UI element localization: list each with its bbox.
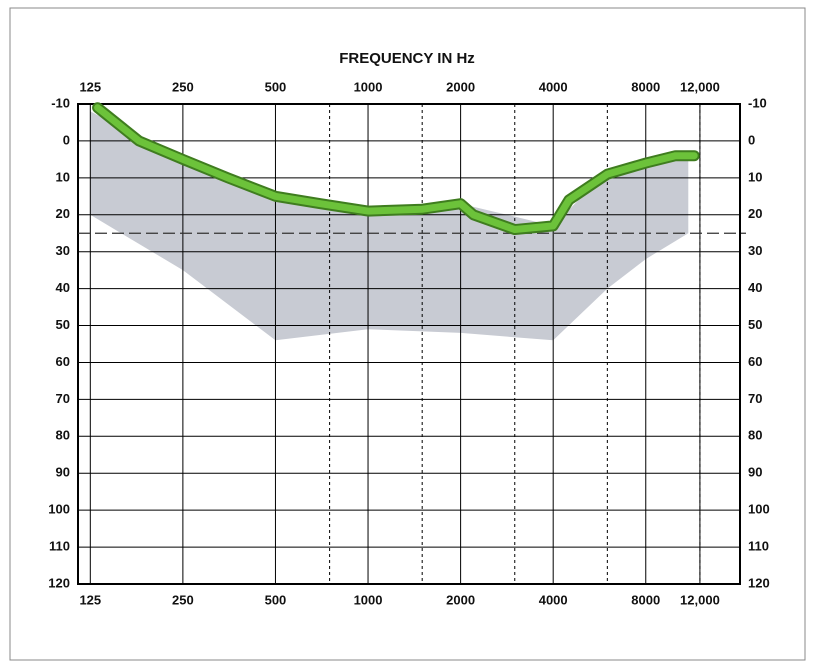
y-tick-label: 110 — [49, 539, 70, 554]
y2-tick-label: 100 — [748, 502, 770, 517]
x-tick-label: 12,000 — [680, 592, 720, 607]
x-tick-label: 8000 — [631, 79, 660, 94]
y2-tick-label: 40 — [748, 280, 762, 295]
x-tick-label: 1000 — [354, 592, 383, 607]
x-tick-label: 250 — [172, 79, 194, 94]
y2-tick-label: 60 — [748, 354, 762, 369]
y-tick-label: 70 — [56, 391, 70, 406]
y2-tick-label: 80 — [748, 428, 762, 443]
y2-tick-label: 0 — [748, 132, 755, 147]
x-tick-label: 125 — [79, 79, 101, 94]
y2-tick-label: 20 — [748, 206, 762, 221]
x-tick-label: 4000 — [539, 79, 568, 94]
y-tick-label: 0 — [63, 132, 70, 147]
chart-title: FREQUENCY IN Hz — [339, 50, 475, 67]
y-tick-label: 50 — [56, 317, 70, 332]
y2-tick-label: 90 — [748, 465, 762, 480]
x-tick-label: 8000 — [631, 592, 660, 607]
x-tick-label: 500 — [265, 592, 287, 607]
x-tick-label: 4000 — [539, 592, 568, 607]
y-tick-label: 80 — [56, 428, 70, 443]
y-tick-label: 60 — [56, 354, 70, 369]
x-tick-label: 2000 — [446, 79, 475, 94]
y2-tick-label: 110 — [748, 539, 769, 554]
y2-tick-label: 70 — [748, 391, 762, 406]
y-tick-label: 30 — [56, 243, 70, 258]
y-tick-label: 120 — [48, 575, 70, 590]
y2-tick-label: 50 — [748, 317, 762, 332]
hearing-band — [90, 111, 689, 341]
y2-tick-label: 10 — [748, 169, 762, 184]
y-tick-label: 10 — [56, 169, 70, 184]
y2-tick-label: 30 — [748, 243, 762, 258]
y-tick-label: -10 — [51, 95, 70, 110]
x-tick-label: 2000 — [446, 592, 475, 607]
x-tick-label: 125 — [79, 592, 101, 607]
y-tick-label: 20 — [56, 206, 70, 221]
frame — [9, 7, 806, 661]
x-tick-label: 250 — [172, 592, 194, 607]
y2-tick-label: -10 — [748, 95, 767, 110]
bean-line — [94, 104, 698, 234]
y-tick-label: 90 — [56, 465, 70, 480]
y-tick-label: 40 — [56, 280, 70, 295]
x-tick-label: 500 — [265, 79, 287, 94]
x-tick-label: 1000 — [354, 79, 383, 94]
plot-border — [77, 103, 741, 585]
x-tick-label: 12,000 — [680, 79, 720, 94]
y2-tick-label: 120 — [748, 575, 770, 590]
y-tick-label: 100 — [48, 502, 70, 517]
